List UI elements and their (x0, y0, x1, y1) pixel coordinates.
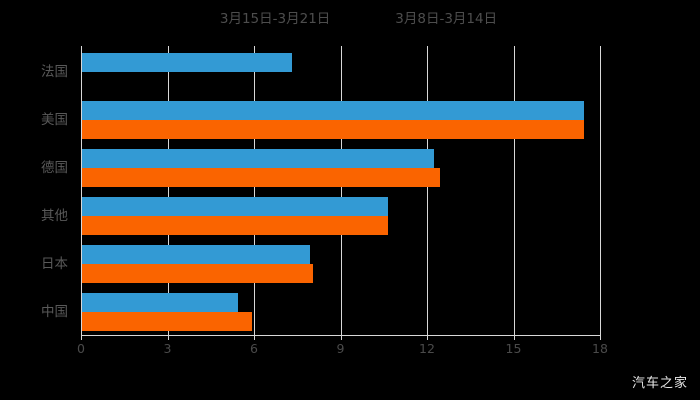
circle-marker-icon (203, 14, 213, 24)
x-tick-mark-5 (513, 335, 515, 340)
watermark: 汽车之家 (631, 376, 688, 391)
bar[interactable] (82, 101, 584, 120)
legend-label-series-a: 3月15日-3月21日 (219, 11, 331, 27)
x-tick-mark-4 (427, 335, 428, 340)
x-tick-label-5: 15 (505, 341, 522, 356)
bar[interactable] (82, 197, 388, 216)
bar[interactable] (82, 149, 434, 168)
bar[interactable] (82, 245, 310, 264)
gridline-1 (167, 46, 169, 335)
y-tick-label-3: 其他 (41, 208, 68, 224)
y-axis-line (81, 46, 82, 335)
legend-label-series-b: 3月8日-3月14日 (395, 11, 498, 27)
bar[interactable] (82, 168, 440, 187)
bar[interactable] (82, 53, 293, 72)
bar[interactable] (82, 312, 253, 331)
bar[interactable] (82, 264, 313, 283)
x-tick-label-6: 18 (592, 341, 608, 356)
x-tick-label-1: 3 (163, 341, 172, 356)
chart-legend: 3月15日-3月21日 3月8日-3月14日 (0, 8, 700, 30)
x-tick-mark-6 (600, 335, 601, 340)
bar[interactable] (82, 216, 388, 235)
x-tick-label-2: 6 (250, 341, 258, 356)
gridline-6 (600, 46, 601, 335)
plot-area: 0 3 6 9 12 15 18 (77, 46, 608, 356)
y-tick-label-0: 法国 (41, 64, 68, 80)
bar[interactable] (82, 293, 238, 312)
y-tick-label-5: 中国 (41, 304, 68, 320)
legend-item-series-b[interactable]: 3月8日-3月14日 (378, 12, 497, 26)
x-tick-label-0: 0 (77, 341, 85, 356)
gridline-2 (254, 46, 255, 335)
gridline-5 (513, 46, 515, 335)
x-tick-mark-1 (167, 335, 169, 340)
x-tick-label-4: 12 (419, 341, 435, 356)
x-tick-mark-0 (81, 335, 82, 340)
y-tick-label-4: 日本 (41, 256, 68, 272)
bar[interactable] (82, 120, 584, 139)
x-tick-mark-3 (340, 335, 342, 340)
x-tick-label-3: 9 (336, 341, 345, 356)
legend-item-series-a[interactable]: 3月15日-3月21日 (203, 12, 330, 26)
gridline-4 (427, 46, 428, 335)
y-tick-label-1: 美国 (41, 112, 68, 128)
square-marker-icon (378, 14, 388, 24)
y-tick-label-2: 德国 (41, 160, 68, 176)
gridline-3 (340, 46, 342, 335)
x-tick-mark-2 (254, 335, 255, 340)
